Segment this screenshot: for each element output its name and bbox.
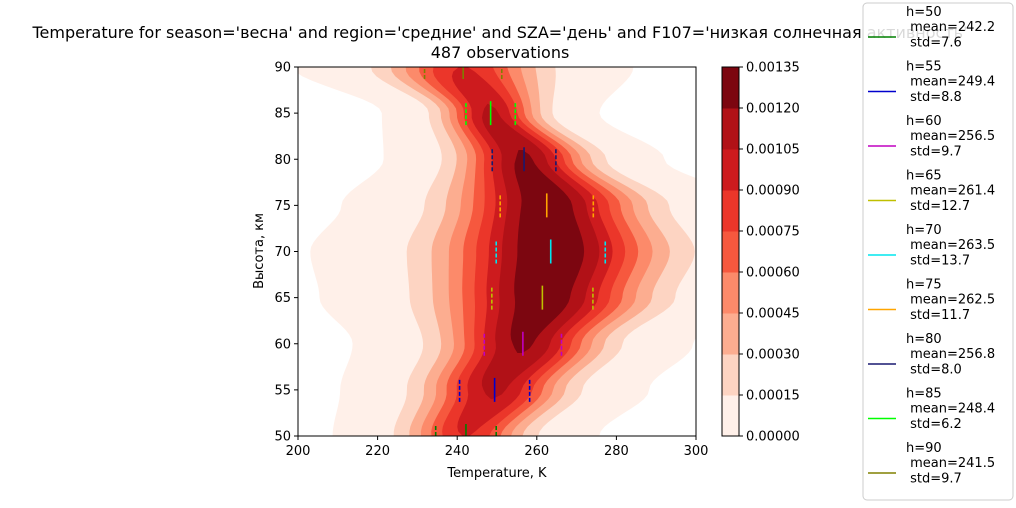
legend-entry-h60: h=60 mean=256.5 std=9.7	[906, 114, 995, 159]
colorbar-tick-label: 0.00015	[746, 389, 800, 404]
x-tick-label: 220	[365, 444, 390, 459]
mean-std-markers	[423, 67, 607, 436]
colorbar-frame	[721, 66, 740, 437]
colorbar-tick-label: 0.00120	[746, 102, 800, 117]
colorbar-tick-label: 0.00045	[746, 307, 800, 322]
y-tick-label: 90	[274, 61, 291, 76]
colorbar-tick-label: 0.00060	[746, 266, 800, 281]
legend-entry-h70: h=70 mean=263.5 std=13.7	[906, 223, 995, 268]
colorbar-swatch	[722, 67, 739, 109]
y-tick-label: 60	[274, 337, 291, 352]
x-tick-label: 280	[604, 444, 629, 459]
density-contours	[298, 67, 696, 436]
x-axis-label: Temperature, K	[446, 466, 547, 481]
legend-entry-h90: h=90 mean=241.5 std=9.7	[906, 441, 995, 486]
colorbar-tick-label: 0.00000	[746, 430, 800, 445]
colorbar: 0.00000 0.00015 0.00030 0.00045 0.00060 0.000…	[721, 61, 800, 445]
legend-box	[862, 2, 1014, 501]
legend-entry-h80: h=80 mean=256.8 std=8.0	[906, 332, 995, 377]
x-tick-label: 260	[524, 444, 549, 459]
y-tick-label: 65	[274, 291, 291, 306]
colorbar-tick-label: 0.00105	[746, 143, 800, 158]
colorbar-swatch	[722, 108, 739, 150]
y-tick-label: 85	[274, 107, 291, 122]
x-tick-label: 300	[684, 444, 709, 459]
colorbar-swatch	[722, 149, 739, 191]
legend-entry-h75: h=75 mean=262.5 std=11.7	[906, 278, 995, 323]
colorbar-tick-label: 0.00135	[746, 61, 800, 76]
y-tick-label: 75	[274, 199, 291, 214]
colorbar-swatch	[722, 354, 739, 396]
colorbar-swatch	[722, 272, 739, 314]
x-tick-label: 240	[445, 444, 470, 459]
chart-subtitle: 487 observations	[431, 43, 570, 62]
legend-entry-h50: h=50 mean=242.2 std=7.6	[906, 5, 995, 50]
colorbar-swatch	[722, 395, 739, 437]
legend-entry-h85: h=85 mean=248.4 std=6.2	[906, 387, 995, 432]
chart-title: Temperature for season='весна' and regio…	[31, 23, 967, 42]
y-axis-label: Высота, км	[252, 213, 267, 289]
y-tick-label: 55	[274, 383, 291, 398]
colorbar-tick-label: 0.00090	[746, 184, 800, 199]
colorbar-tick-label: 0.00030	[746, 348, 800, 363]
plot-area	[297, 66, 697, 437]
legend: h=50 mean=242.2 std=7.6 h=55 mean=249.4 s…	[862, 2, 1014, 501]
legend-entry-h65: h=65 mean=261.4 std=12.7	[906, 169, 995, 214]
y-tick-label: 70	[274, 245, 291, 260]
legend-entry-h55: h=55 mean=249.4 std=8.8	[906, 60, 995, 105]
x-tick-label: 200	[286, 444, 311, 459]
density-level-8	[510, 150, 585, 353]
colorbar-swatch	[722, 190, 739, 232]
x-axis: 200 220 240 260 280 300	[286, 436, 709, 459]
y-tick-label: 80	[274, 153, 291, 168]
colorbar-swatch	[722, 231, 739, 273]
colorbar-tick-label: 0.00075	[746, 225, 800, 240]
y-axis: 50 55 60 65 70 75 80 85 90	[274, 61, 298, 445]
colorbar-swatch	[722, 313, 739, 355]
y-tick-label: 50	[274, 430, 291, 445]
